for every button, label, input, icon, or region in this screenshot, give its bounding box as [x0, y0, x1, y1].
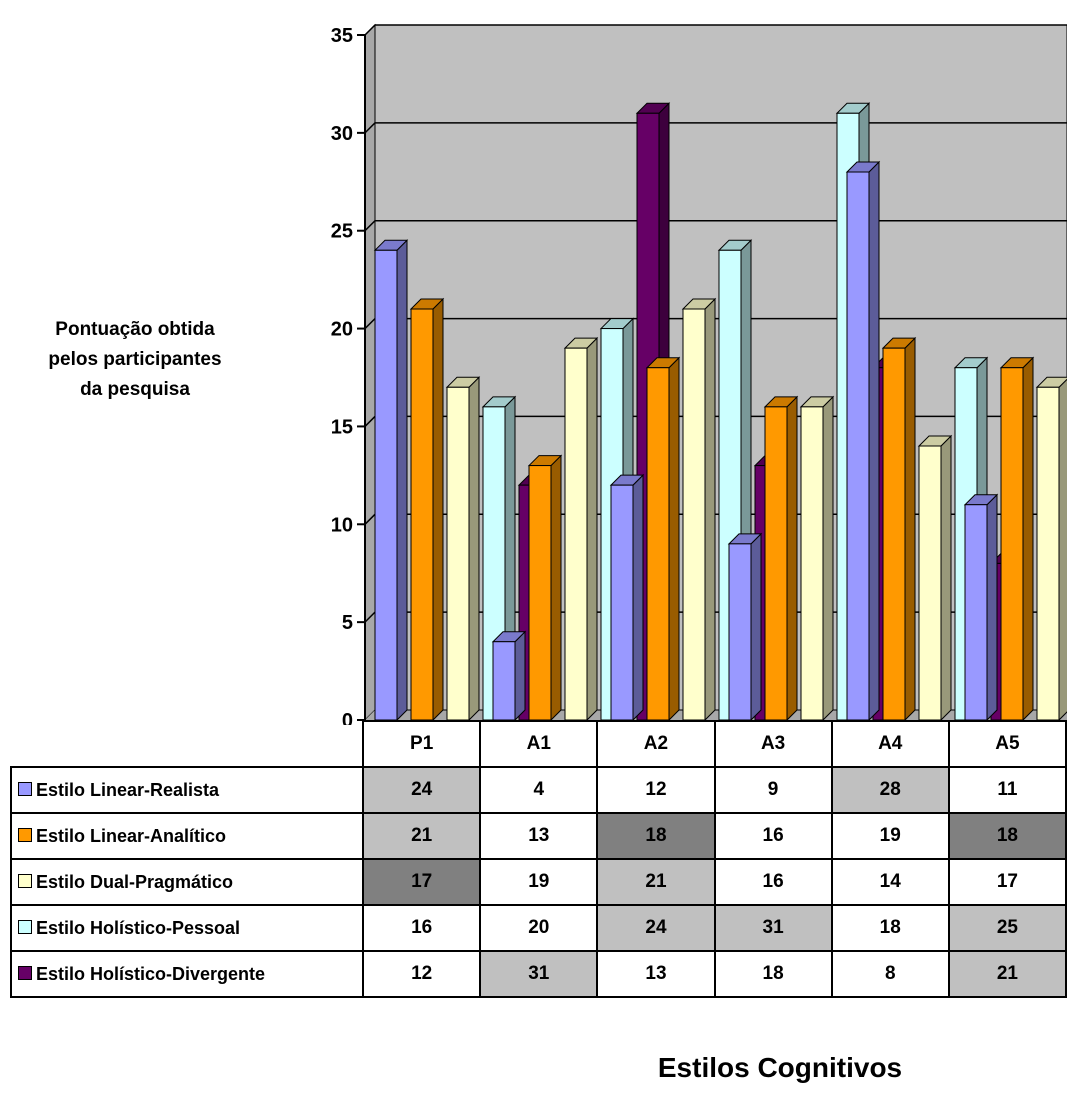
table-corner	[11, 721, 365, 768]
data-label: 13	[596, 950, 716, 998]
data-label: 18	[596, 812, 716, 860]
gridline	[364, 122, 1067, 134]
gridline	[364, 219, 1067, 232]
legend-swatch	[18, 919, 32, 934]
bar	[681, 297, 717, 722]
data-label: 31	[713, 904, 833, 952]
legend-entry: Estilo Holístico-Divergente	[9, 950, 365, 998]
data-label: 28	[830, 766, 950, 814]
bar	[963, 493, 999, 722]
table-header-row: P1 A1 A2 A3 A4 A5	[11, 720, 1067, 768]
data-label: 14	[830, 858, 950, 906]
legend-swatch	[18, 965, 32, 980]
gridline	[364, 24, 1067, 36]
data-label: 13	[479, 812, 599, 860]
data-label: 21	[596, 858, 716, 906]
data-label: 19	[479, 858, 599, 906]
bar	[445, 376, 481, 722]
data-label: 8	[830, 950, 950, 998]
data-label: 19	[830, 812, 950, 860]
bar	[727, 532, 763, 722]
y-tick-label: 0	[342, 710, 353, 725]
data-label: 17	[947, 858, 1067, 906]
bar	[609, 473, 645, 722]
data-table: P1 A1 A2 A3 A4 A5 Estilo Linear-Realista 24 4 12 9…	[9, 720, 1067, 998]
x-tick-label: A5	[947, 720, 1067, 768]
bar	[799, 395, 835, 722]
y-tick-label: 15	[331, 416, 353, 438]
data-label: 18	[830, 904, 950, 952]
table-row: Estilo Holístico-Divergente 12 31 13 18 8 21	[9, 950, 1067, 998]
y-tick-label: 5	[342, 612, 353, 634]
legend-swatch	[18, 873, 32, 888]
legend-label: Estilo Linear-Analítico	[36, 825, 227, 846]
data-label: 12	[596, 766, 716, 814]
chart: 0 5 10 15 20 25 30 35	[331, 23, 1067, 725]
data-label: 31	[479, 950, 599, 998]
legend-label: Estilo Dual-Pragmático	[36, 871, 234, 892]
data-label: 17	[362, 858, 482, 906]
legend-entry: Estilo Linear-Analítico	[9, 812, 365, 860]
data-label: 21	[947, 950, 1067, 998]
legend-label: Estilo Linear-Realista	[36, 779, 220, 800]
table-row: Estilo Holístico-Pessoal 16 20 24 31 18 25	[9, 904, 1067, 952]
legend-swatch	[18, 781, 32, 796]
data-label: 18	[713, 950, 833, 998]
data-label: 16	[713, 858, 833, 906]
y-axis-label: Pontuação obtida pelos participantes da …	[48, 319, 222, 400]
table-row: Estilo Linear-Realista 24 4 12 9 28 11	[9, 766, 1067, 814]
y-tick-label: 30	[331, 123, 353, 145]
bar	[1035, 376, 1067, 722]
table-row: Estilo Dual-Pragmático 17 19 21 16 14 17	[9, 858, 1067, 906]
data-label: 16	[362, 904, 482, 952]
x-axis-label: Estilos Cognitivos	[657, 1052, 903, 1083]
data-label: 24	[362, 766, 482, 814]
data-label: 18	[947, 812, 1067, 860]
bar	[645, 356, 681, 722]
data-label: 21	[362, 812, 482, 860]
y-tick-label: 25	[331, 221, 353, 243]
bar	[373, 239, 409, 722]
data-label: 11	[947, 766, 1067, 814]
bar	[763, 395, 799, 722]
bar	[881, 336, 917, 722]
legend-entry: Estilo Holístico-Pessoal	[9, 904, 365, 952]
bar	[527, 454, 563, 722]
data-label: 12	[362, 950, 482, 998]
legend-swatch	[18, 827, 32, 842]
bar	[999, 356, 1035, 722]
x-tick-label: P1	[362, 720, 482, 768]
data-label: 24	[596, 904, 716, 952]
bar	[845, 160, 881, 722]
bar	[491, 630, 527, 722]
data-label: 4	[479, 766, 599, 814]
legend-label: Estilo Holístico-Pessoal	[36, 917, 241, 938]
x-tick-label: A1	[479, 720, 599, 768]
y-tick-label: 10	[331, 514, 353, 536]
data-label: 9	[713, 766, 833, 814]
data-label: 20	[479, 904, 599, 952]
data-label: 25	[947, 904, 1067, 952]
plot-side-wall	[364, 23, 376, 722]
legend-label: Estilo Holístico-Divergente	[36, 963, 266, 984]
y-tick-label: 35	[331, 25, 353, 47]
bar	[409, 297, 445, 722]
x-tick-label: A3	[713, 720, 833, 768]
data-label: 16	[713, 812, 833, 860]
y-tick-label: 20	[331, 319, 353, 341]
x-tick-label: A4	[830, 720, 950, 768]
bar	[917, 434, 953, 722]
bar	[563, 336, 599, 722]
table-row: Estilo Linear-Analítico 21 13 18 16 19 18	[9, 812, 1067, 860]
legend-entry: Estilo Linear-Realista	[9, 766, 365, 814]
x-tick-label: A2	[596, 720, 716, 768]
legend-entry: Estilo Dual-Pragmático	[9, 858, 365, 906]
